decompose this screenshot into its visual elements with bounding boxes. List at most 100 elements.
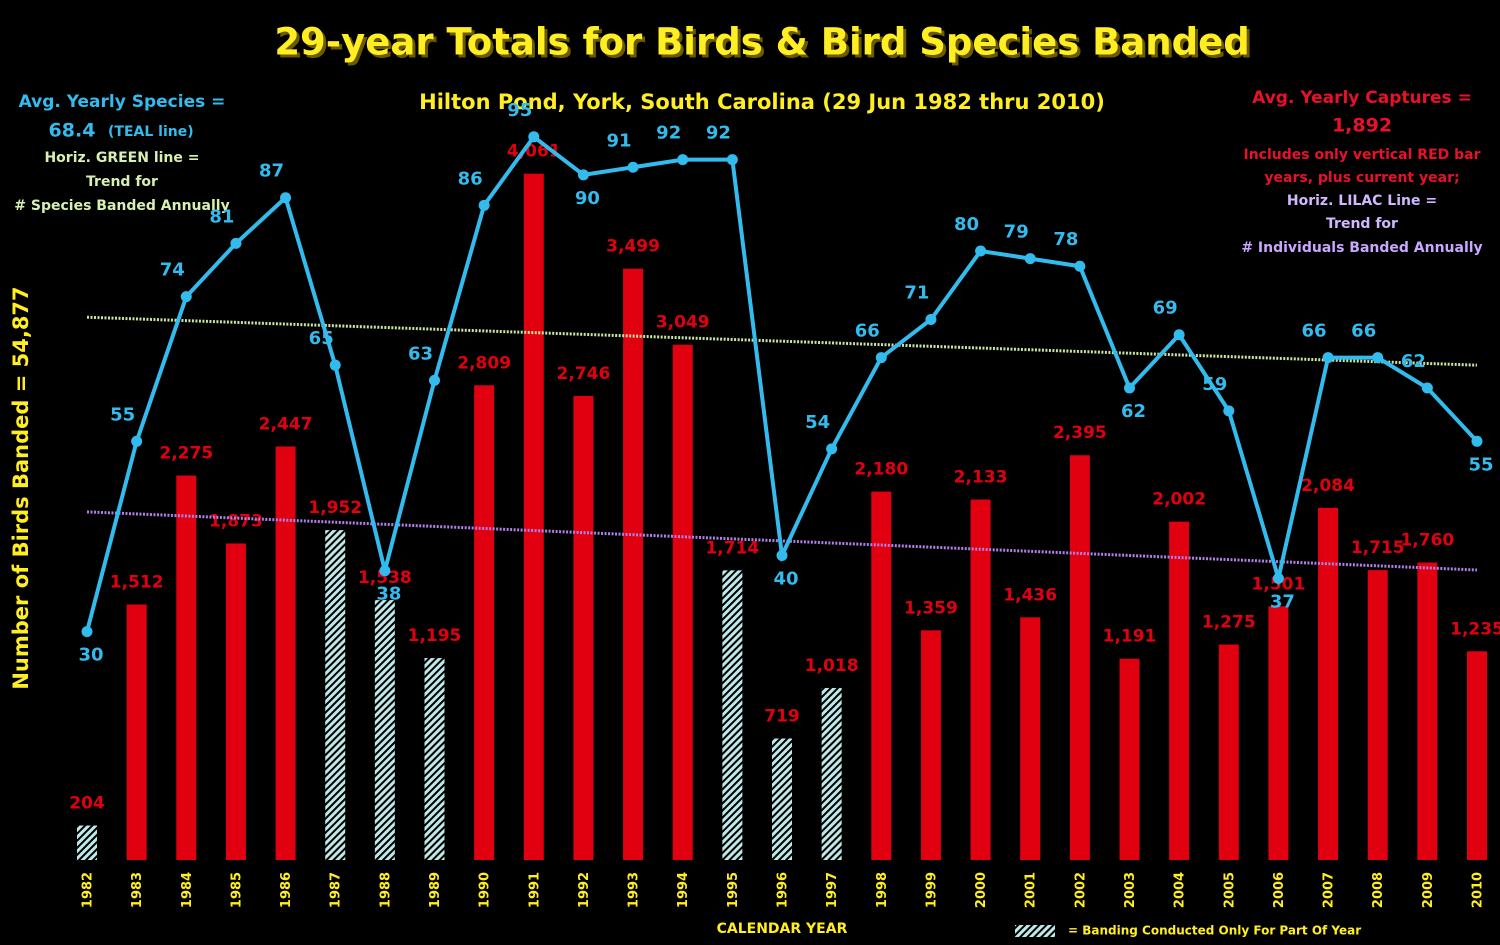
bar-value-label: 204 [69,794,105,814]
bar [424,658,445,860]
bar [325,530,346,860]
chart-subtitle: Hilton Pond, York, South Carolina (29 Ju… [419,90,1105,114]
species-point [429,374,440,386]
bar [573,395,594,860]
species-point [776,549,788,561]
species-point [131,435,143,447]
bar [77,825,97,860]
bar-value-label: 1,714 [705,538,759,558]
species-point [975,245,987,257]
species-point [1372,352,1384,364]
bar-value-label: 2,809 [457,353,511,373]
bar [623,268,644,860]
bar-value-label: 1,275 [1202,613,1256,633]
species-point [627,161,639,173]
x-tick-label: 2004 [1173,872,1188,908]
note: Includes only vertical RED bar [1244,147,1481,163]
species-point [329,359,341,371]
species-value-label: 30 [78,645,103,666]
x-tick-label: 1983 [130,872,145,908]
bar [1318,507,1339,860]
species-value-label: 79 [1004,222,1029,243]
x-tick-label: 1994 [676,872,691,908]
bar [1218,644,1239,860]
bar [821,687,842,860]
x-tick-label: 2002 [1073,872,1088,908]
species-value-label: 74 [160,260,185,281]
species-point [1421,382,1433,394]
bar [1367,570,1388,860]
bar-value-label: 1,191 [1103,627,1157,647]
bar [920,630,941,860]
x-tick-label: 1997 [825,872,840,908]
note: Horiz. LILAC Line = [1287,193,1437,209]
bar-value-label: 2,275 [159,444,213,464]
bar [275,446,296,860]
bar [474,385,495,860]
note: Avg. Yearly Species = [19,92,226,112]
species-value-label: 92 [656,123,681,144]
species-value-label: 86 [458,168,483,189]
bar-value-label: 1,760 [1400,531,1454,551]
species-value-label: 38 [376,584,401,605]
bar-value-label: 1,538 [358,568,412,588]
bar [970,499,991,860]
species-value-label: 69 [1153,298,1178,319]
species-value-label: 80 [954,214,979,235]
species-point [1322,352,1334,364]
species-value-label: 92 [706,123,731,144]
x-tick-label: 2003 [1123,872,1138,908]
note: 1,892 [1332,115,1392,137]
species-point [1173,329,1185,341]
species-point [1272,572,1284,584]
species-value-label: 66 [1351,321,1376,342]
bar [772,738,792,860]
bar-value-label: 1,512 [110,572,164,592]
x-tick-label: 1985 [229,872,244,908]
species-point [478,199,490,211]
x-tick-label: 1992 [577,872,592,908]
species-point [677,154,689,166]
note: Avg. Yearly Captures = [1252,88,1472,108]
y-axis-label: Number of Birds Banded = 54,877 [9,286,33,689]
x-tick-label: 1998 [875,872,890,908]
species-value-label: 55 [1468,454,1493,475]
bar-value-label: 2,447 [259,414,313,434]
species-value-label: 65 [309,328,334,349]
x-tick-label: 2009 [1421,872,1436,908]
note: # Individuals Banded Annually [1241,240,1482,256]
x-tick-label: 1982 [81,872,96,908]
trend-line [86,510,1478,572]
species-value-label: 87 [259,161,284,182]
bar [1467,651,1487,860]
x-tick-label: 1986 [279,872,294,908]
species-value-label: 91 [607,130,632,151]
bar-value-label: 1,359 [904,598,958,618]
species-value-label: 78 [1053,229,1078,250]
species-point [379,565,391,577]
x-tick-label: 2000 [974,872,989,908]
bar [871,491,892,860]
bar [1069,455,1090,860]
bar-value-label: 1,018 [805,656,859,676]
bar-value-label: 2,084 [1301,476,1355,496]
species-value-label: 66 [1302,321,1327,342]
species-value-label: 55 [110,404,135,425]
bar [523,173,544,861]
species-value-label: 62 [1121,401,1146,422]
species-point [180,291,192,303]
species-value-label: 81 [209,206,234,227]
species-value-label: 63 [408,343,433,364]
note: 68.4 [49,120,96,142]
x-tick-label: 1991 [527,872,542,908]
chart-title-shadow: 29-year Totals for Birds & Bird Species … [277,24,1252,67]
bar-value-label: 719 [764,706,800,726]
x-tick-label: 1989 [428,872,443,908]
species-point [280,192,292,204]
species-point [1471,435,1483,447]
note: Horiz. GREEN line = [44,150,199,166]
species-value-label: 40 [773,568,798,589]
species-value-label: 59 [1202,374,1227,395]
species-point [1074,260,1086,272]
